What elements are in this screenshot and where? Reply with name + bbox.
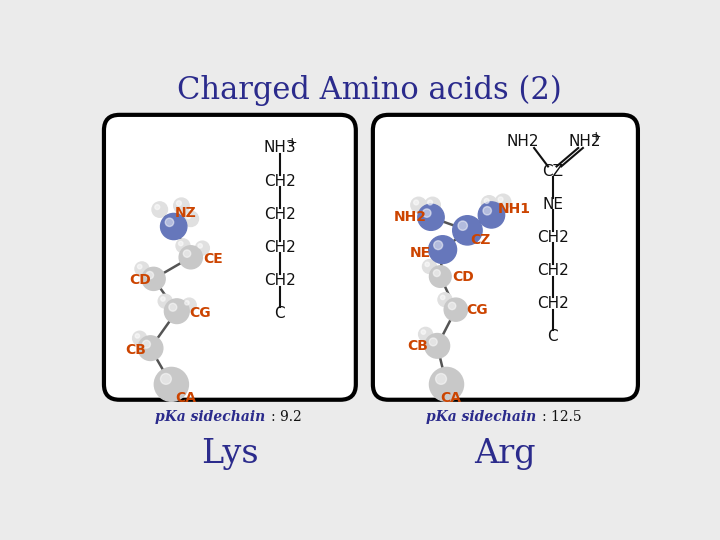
FancyBboxPatch shape (373, 115, 638, 400)
Circle shape (182, 298, 196, 312)
Circle shape (176, 239, 190, 253)
Circle shape (423, 260, 436, 273)
Text: CB: CB (408, 339, 428, 353)
Circle shape (174, 198, 189, 213)
Circle shape (138, 265, 142, 269)
Circle shape (429, 338, 437, 346)
Circle shape (458, 221, 467, 231)
Text: CG: CG (189, 306, 211, 320)
Circle shape (186, 214, 191, 219)
Text: CA: CA (441, 391, 462, 405)
Circle shape (433, 269, 441, 276)
Circle shape (183, 211, 199, 226)
Circle shape (425, 262, 429, 267)
Circle shape (433, 241, 443, 249)
FancyBboxPatch shape (104, 115, 356, 400)
Circle shape (425, 197, 441, 213)
Circle shape (146, 272, 153, 279)
Text: CH2: CH2 (264, 173, 296, 188)
Circle shape (436, 374, 446, 384)
Circle shape (498, 197, 503, 202)
Circle shape (484, 199, 489, 204)
Circle shape (184, 250, 191, 257)
Circle shape (179, 241, 183, 246)
Circle shape (453, 215, 482, 245)
Circle shape (418, 204, 444, 231)
Circle shape (423, 209, 431, 217)
Circle shape (179, 246, 202, 269)
Circle shape (166, 218, 174, 226)
Circle shape (429, 266, 451, 287)
Text: NH3: NH3 (264, 140, 296, 156)
Text: CG: CG (467, 302, 488, 316)
Text: Lys: Lys (201, 437, 258, 470)
Text: NH1: NH1 (498, 202, 531, 216)
Circle shape (478, 202, 505, 228)
Circle shape (198, 244, 202, 248)
Text: C: C (547, 329, 558, 344)
Circle shape (154, 367, 189, 401)
Text: CH2: CH2 (264, 207, 296, 222)
Circle shape (482, 195, 497, 211)
Circle shape (169, 303, 177, 311)
Circle shape (135, 262, 149, 276)
Text: CH2: CH2 (537, 263, 569, 278)
Text: CE: CE (203, 252, 223, 266)
Circle shape (135, 334, 140, 338)
Circle shape (411, 197, 426, 213)
Circle shape (441, 295, 445, 300)
Text: +: + (591, 130, 601, 143)
Circle shape (421, 330, 426, 334)
Circle shape (176, 201, 181, 206)
Circle shape (495, 194, 510, 210)
Circle shape (152, 202, 168, 217)
Circle shape (195, 241, 210, 255)
Text: : 12.5: : 12.5 (542, 410, 582, 424)
Circle shape (428, 236, 456, 264)
Circle shape (444, 298, 467, 321)
Text: Arg: Arg (474, 437, 536, 470)
Circle shape (158, 294, 172, 308)
Circle shape (438, 293, 452, 307)
Text: CA: CA (175, 391, 197, 405)
Text: NE: NE (410, 246, 431, 260)
Circle shape (132, 331, 147, 345)
Text: pKa sidechain: pKa sidechain (155, 410, 265, 424)
Text: CD: CD (129, 273, 150, 287)
Circle shape (418, 327, 433, 341)
Text: CZ: CZ (542, 164, 563, 179)
Text: CH2: CH2 (264, 273, 296, 288)
Text: NE: NE (542, 197, 563, 212)
Circle shape (143, 340, 150, 348)
Circle shape (483, 207, 492, 215)
Text: CZ: CZ (471, 233, 491, 247)
Text: +: + (287, 136, 297, 149)
Text: Charged Amino acids (2): Charged Amino acids (2) (176, 75, 562, 106)
Circle shape (449, 302, 456, 309)
Circle shape (164, 299, 189, 323)
Circle shape (161, 213, 187, 240)
Circle shape (142, 267, 165, 291)
Text: CH2: CH2 (537, 296, 569, 311)
Text: NZ: NZ (175, 206, 197, 220)
Text: pKa sidechain: pKa sidechain (426, 410, 536, 424)
Circle shape (185, 301, 189, 305)
Circle shape (155, 205, 160, 210)
Text: CD: CD (453, 269, 474, 284)
Text: NH2: NH2 (569, 134, 601, 149)
Circle shape (138, 336, 163, 361)
Text: CH2: CH2 (537, 230, 569, 245)
Text: CB: CB (126, 343, 147, 357)
Circle shape (413, 200, 418, 205)
Text: C: C (274, 306, 285, 321)
Circle shape (161, 297, 165, 301)
Circle shape (425, 334, 449, 358)
Circle shape (428, 200, 433, 205)
Text: NH2: NH2 (507, 134, 539, 149)
Text: : 9.2: : 9.2 (271, 410, 302, 424)
Circle shape (161, 374, 171, 384)
Text: CH2: CH2 (264, 240, 296, 255)
Circle shape (429, 367, 464, 401)
Text: NH2: NH2 (394, 210, 427, 224)
